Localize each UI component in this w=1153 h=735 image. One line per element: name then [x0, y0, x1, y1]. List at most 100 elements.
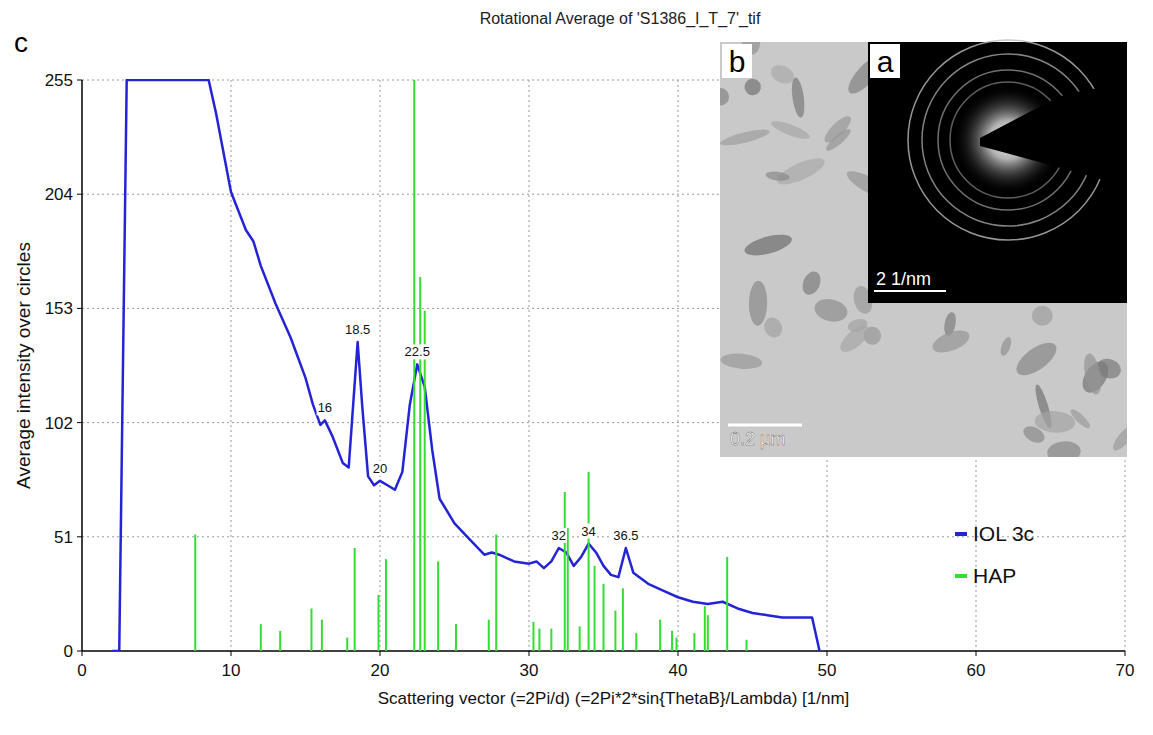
stem [437, 561, 439, 651]
tick-label: 255 [45, 71, 73, 90]
stem [671, 631, 673, 651]
tick-label: 153 [45, 299, 73, 318]
beam-stop [980, 88, 1127, 187]
grid-line [529, 80, 530, 651]
tick-label: 50 [818, 661, 837, 680]
particle [761, 315, 785, 341]
stem [419, 277, 421, 651]
particle [812, 296, 849, 325]
particle [1046, 440, 1081, 457]
legend-label: IOL 3c [973, 522, 1034, 545]
stem [532, 622, 534, 651]
stem [564, 492, 566, 651]
tick-label: 0 [77, 661, 86, 680]
particle [790, 77, 807, 118]
annotation: 20 [373, 461, 387, 476]
stem [726, 557, 728, 651]
tick-label: 60 [967, 661, 986, 680]
particle [765, 170, 790, 182]
plot-marks [112, 80, 820, 651]
stem [194, 535, 196, 651]
particle [836, 321, 874, 357]
legend-swatch [955, 574, 967, 578]
inset: a 2 1/nm [868, 40, 1127, 303]
grid-line [380, 80, 381, 651]
annotation-bg [612, 528, 639, 543]
inset-label: a [877, 45, 894, 78]
particle [999, 336, 1014, 357]
tick-label: 10 [222, 661, 241, 680]
stem [321, 620, 323, 651]
annotation: 32 [552, 528, 566, 543]
stem [622, 588, 624, 651]
tick-label: 0 [64, 642, 73, 661]
particle [769, 118, 811, 143]
stem [635, 633, 637, 651]
annotation-bg [372, 461, 388, 476]
inset: b0.2 µm [710, 30, 1139, 464]
stem [746, 640, 748, 651]
stem [354, 548, 356, 651]
stem [659, 620, 661, 651]
particle [720, 352, 763, 371]
stem [279, 631, 281, 651]
inset-label: b [729, 45, 746, 78]
stem [310, 608, 312, 651]
stem [676, 638, 678, 651]
stem [579, 626, 581, 651]
stem [567, 528, 569, 651]
panel-label: c [14, 27, 28, 58]
tick-label: 30 [520, 661, 539, 680]
stem [385, 559, 387, 651]
grid-line [82, 536, 1125, 537]
particle [824, 126, 854, 153]
scale-bar [874, 290, 946, 292]
title: Rotational Average of 'S1386_I_T_7'_tif [480, 10, 761, 28]
particle [1034, 410, 1076, 434]
stem [260, 624, 262, 651]
tick-label: 204 [45, 185, 73, 204]
stem [588, 472, 590, 651]
scale-bar-label: 2 1/nm [876, 269, 931, 289]
label-bg [870, 44, 900, 78]
particles [720, 42, 1127, 457]
stem [346, 638, 348, 651]
stem [455, 624, 457, 651]
stem [378, 595, 380, 651]
series-line [112, 80, 820, 651]
particle [799, 269, 824, 298]
annotation: 16 [318, 400, 332, 415]
particle [930, 326, 973, 357]
y-axis-title: Average intensity over circles [13, 242, 34, 489]
x-axis-title: Scattering vector (=2Pi/d) (=2Pi*2*sin{T… [378, 689, 850, 708]
annotation-bg [580, 524, 596, 539]
annotation-bg [344, 322, 371, 337]
stem [495, 535, 497, 651]
scale-bar [728, 424, 802, 427]
annotation: 18.5 [345, 322, 370, 337]
tick-label: 20 [371, 661, 390, 680]
annotation: 36.5 [613, 528, 638, 543]
stem [594, 566, 596, 651]
particle [1032, 306, 1053, 326]
y-axis [81, 80, 83, 651]
particle [774, 153, 828, 189]
tick-label: 70 [1116, 661, 1135, 680]
annotation: 22.5 [405, 344, 430, 359]
particle [743, 77, 762, 96]
stem [488, 620, 490, 651]
tick-label: 51 [54, 528, 73, 547]
stem [704, 606, 706, 651]
stem [707, 615, 709, 651]
particle [720, 126, 771, 148]
stem [550, 629, 552, 651]
stem [614, 611, 616, 651]
particle [742, 231, 794, 260]
stem [413, 80, 415, 651]
tick-label: 40 [669, 661, 688, 680]
stem [603, 584, 605, 651]
legend-label: HAP [973, 564, 1016, 587]
stem [424, 311, 426, 651]
label-bg [722, 44, 752, 78]
tem-image [720, 42, 1127, 457]
